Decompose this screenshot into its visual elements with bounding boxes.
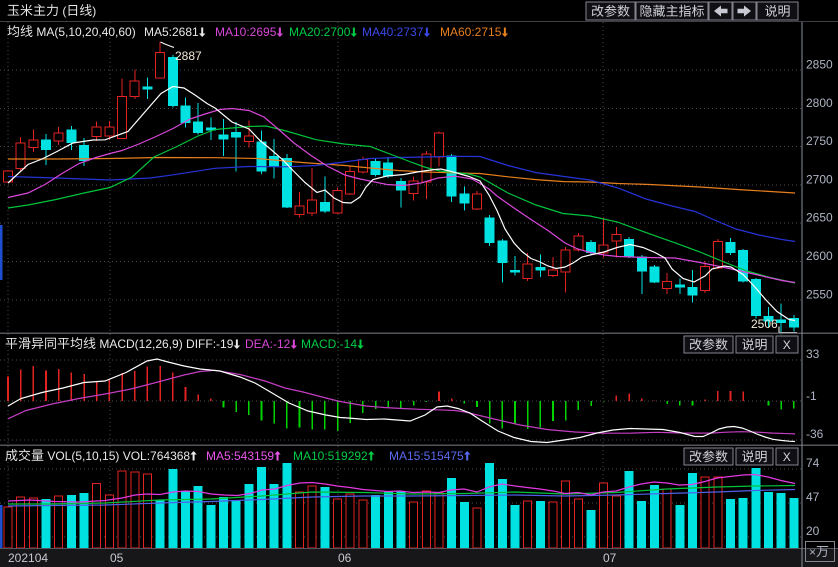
svg-text:MA20:2700: MA20:2700 (289, 25, 351, 39)
svg-text:07: 07 (603, 551, 617, 565)
svg-text:MA60:2715: MA60:2715 (440, 25, 502, 39)
svg-text:06: 06 (338, 551, 352, 565)
svg-text:MA10:519292: MA10:519292 (293, 449, 368, 463)
svg-text:MACD:-14: MACD:-14 (301, 337, 357, 351)
svg-text:33: 33 (806, 347, 820, 361)
svg-text:MA10:2695: MA10:2695 (215, 25, 277, 39)
svg-text:2600: 2600 (806, 249, 833, 263)
svg-text:MA40:2737: MA40:2737 (362, 25, 424, 39)
svg-text:×: × (809, 545, 816, 559)
svg-text:VOL(5,10,15) VOL:764368: VOL(5,10,15) VOL:764368 (44, 449, 190, 463)
svg-text:MA5:543159: MA5:543159 (206, 449, 274, 463)
svg-text:MA5:2681: MA5:2681 (144, 25, 199, 39)
svg-text:-1: -1 (806, 389, 817, 403)
svg-text:MA(5,10,20,40,60): MA(5,10,20,40,60) (33, 25, 136, 39)
svg-text:2850: 2850 (806, 58, 833, 72)
svg-text:05: 05 (110, 551, 124, 565)
svg-text:2506: 2506 (751, 317, 778, 331)
svg-text:2800: 2800 (806, 96, 833, 110)
svg-text:MACD(12,26,9) DIFF:-19: MACD(12,26,9) DIFF:-19 (96, 337, 234, 351)
svg-text:202104: 202104 (8, 551, 48, 565)
svg-text:X: X (783, 338, 791, 352)
svg-text:20: 20 (806, 524, 820, 538)
svg-text:2550: 2550 (806, 287, 833, 301)
svg-text:2700: 2700 (806, 172, 833, 186)
svg-text:2750: 2750 (806, 134, 833, 148)
svg-text:2650: 2650 (806, 211, 833, 225)
svg-text:2887: 2887 (175, 49, 202, 63)
svg-text:): ) (92, 4, 96, 18)
svg-text:DEA:-12: DEA:-12 (245, 337, 291, 351)
svg-text:MA15:515475: MA15:515475 (389, 449, 464, 463)
svg-text:-36: -36 (806, 427, 824, 441)
svg-text:47: 47 (806, 490, 820, 504)
svg-text:74: 74 (806, 456, 820, 470)
svg-text:X: X (783, 450, 791, 464)
svg-text:(: ( (59, 4, 66, 18)
